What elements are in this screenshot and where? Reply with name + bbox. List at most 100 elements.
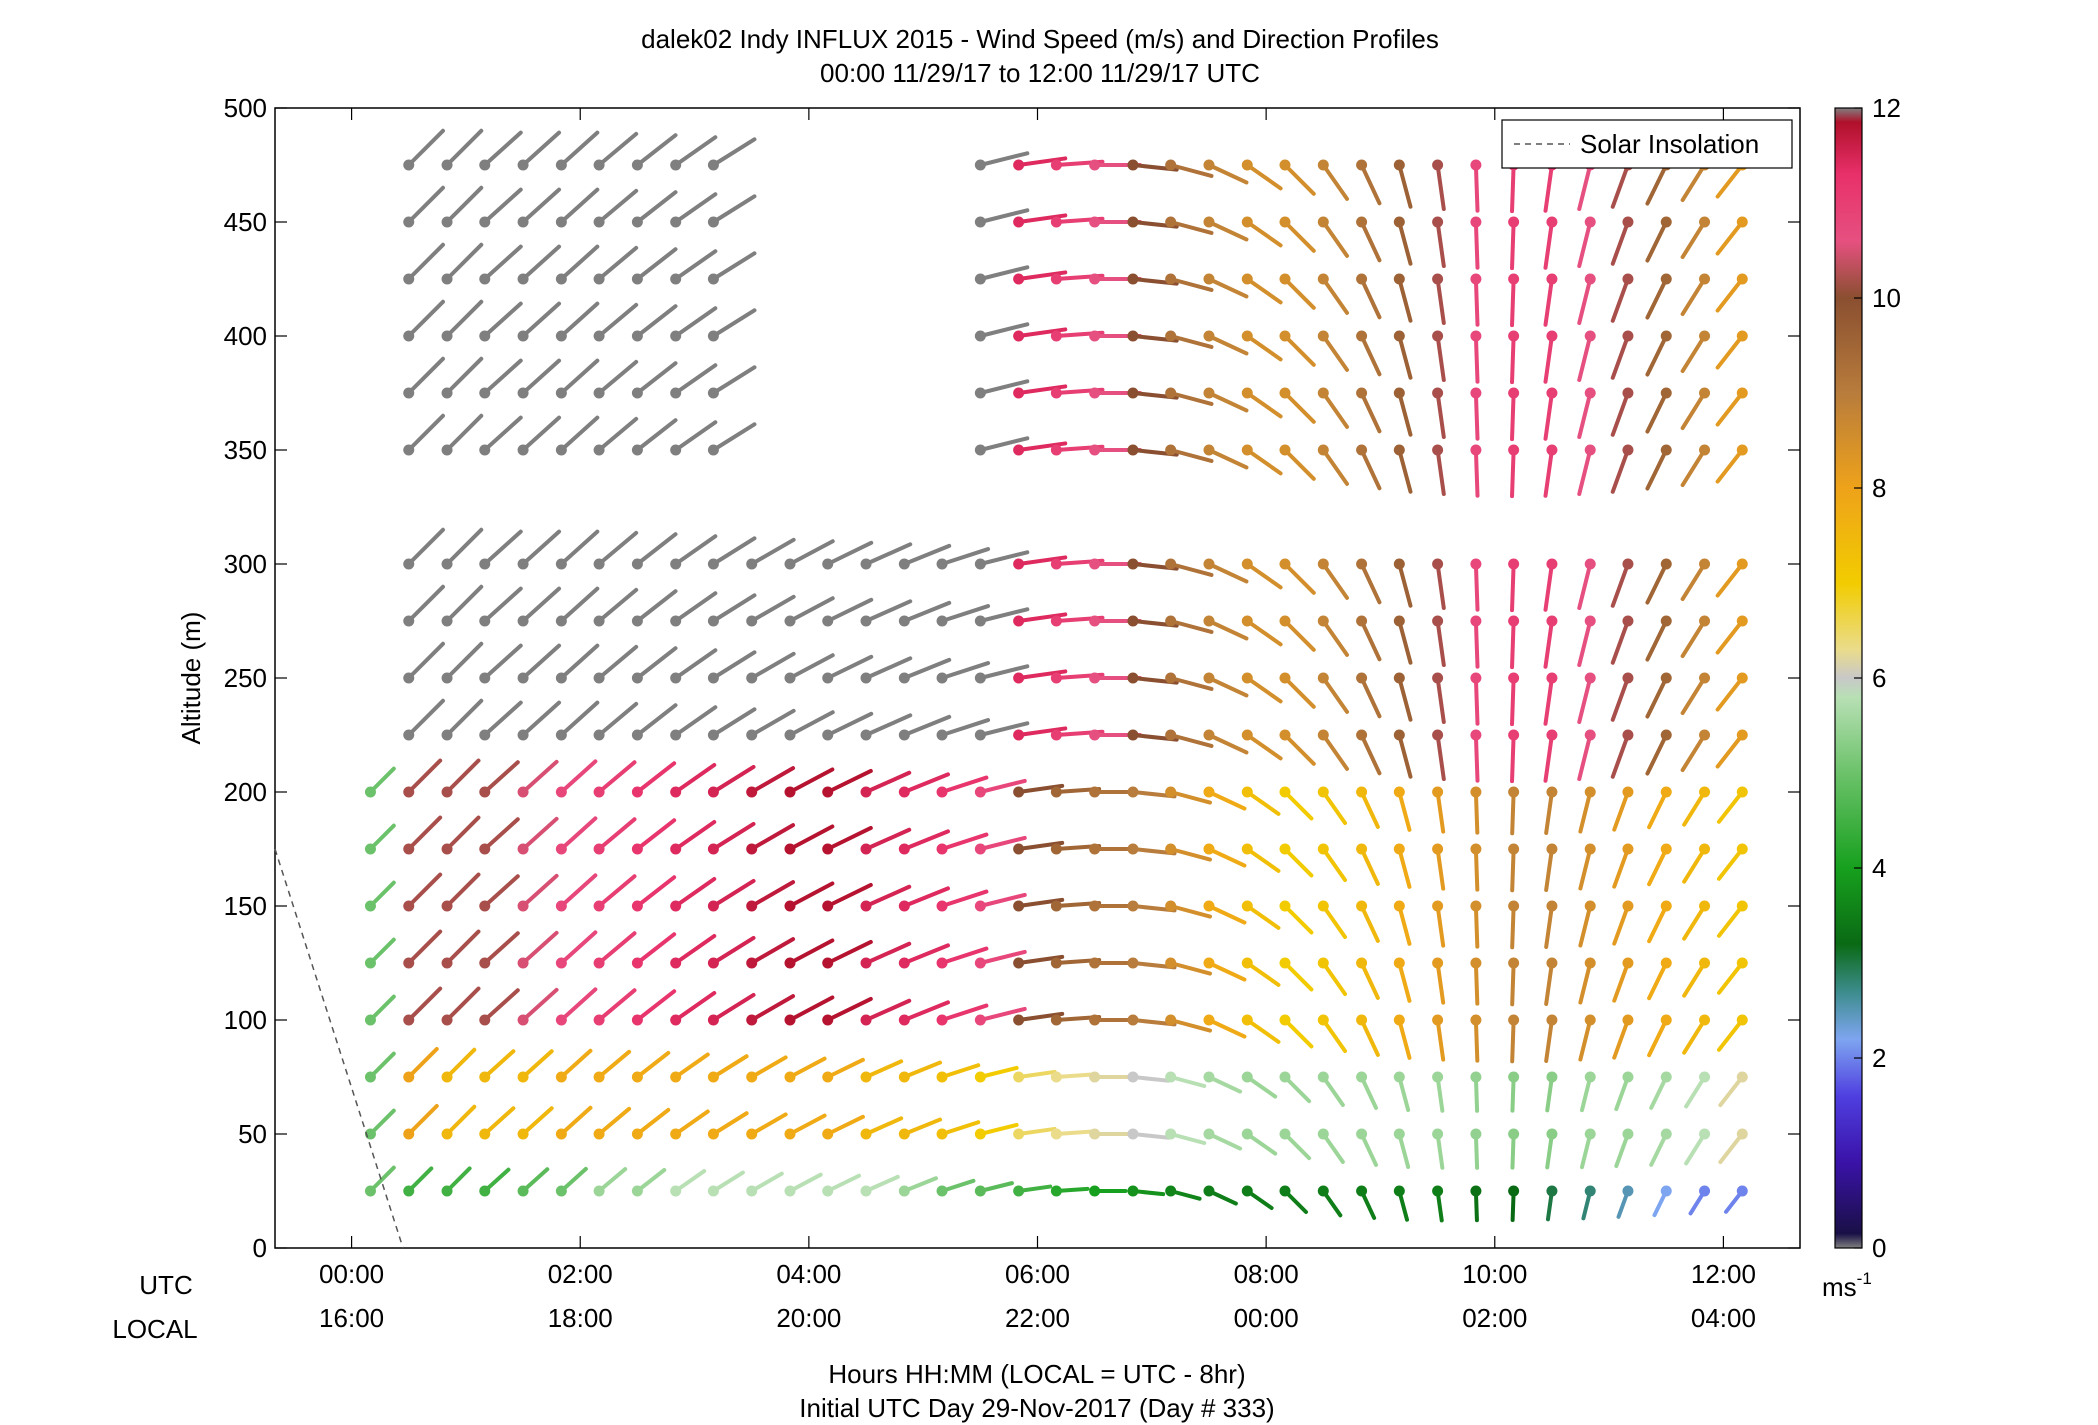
wind-barb-dot [1203, 957, 1215, 969]
wind-barb-dot [822, 558, 834, 570]
wind-barb-dot [1508, 786, 1520, 798]
wind-barb-dot [1584, 615, 1596, 627]
wind-barb-dot [1317, 1071, 1329, 1083]
wind-barb-dot [1279, 444, 1291, 456]
wind-barb-dot [784, 615, 796, 627]
wind-barb-stem [1435, 790, 1446, 834]
wind-barb-stem [521, 1106, 554, 1136]
wind-barb-stem [825, 939, 873, 965]
wind-barb-dot [822, 729, 834, 741]
wind-barb-stem [673, 363, 718, 395]
wind-barb-dot [1432, 843, 1444, 855]
wind-barb-dot [1127, 843, 1139, 855]
wind-barb-stem [1647, 1018, 1669, 1058]
wind-barb-stem [597, 302, 639, 338]
wind-barb-stem [521, 415, 562, 452]
wind-barb-dot [1165, 330, 1177, 342]
y-axis-label: Altitude (m) [176, 612, 206, 745]
wind-barb-dot [670, 900, 682, 912]
wind-barb-stem [940, 832, 989, 851]
y-tick-label: 250 [224, 663, 267, 693]
wind-barb-stem [368, 937, 396, 965]
wind-barb-stem [1715, 334, 1745, 370]
wind-barb-stem [1206, 733, 1249, 755]
wind-barb-dot [631, 843, 643, 855]
wind-barb-dot [1699, 273, 1711, 285]
wind-barb-dot [670, 159, 682, 171]
wind-barb-dot [555, 786, 567, 798]
wind-barb-dot [1203, 1014, 1215, 1026]
wind-barb-stem [902, 543, 952, 566]
wind-barb-stem [1206, 790, 1247, 811]
wind-barb-stem [1245, 904, 1281, 930]
wind-barb-dot [631, 1128, 643, 1140]
wind-barb-dot [822, 672, 834, 684]
wind-barb-dot [517, 273, 529, 285]
wind-barb-stem [902, 829, 950, 851]
wind-barb-dot [1622, 786, 1634, 798]
wind-barb-dot [670, 786, 682, 798]
wind-barb-dot [1317, 387, 1329, 399]
wind-barb-stem [635, 190, 678, 224]
wind-barb-dot [364, 786, 376, 798]
wind-barb-stem [1577, 334, 1593, 382]
wind-barb-stem [1610, 619, 1630, 665]
wind-barb-stem [635, 646, 678, 680]
wind-barb-dot [1393, 216, 1405, 228]
wind-barb-stem [825, 996, 873, 1022]
wind-barb-stem [902, 600, 952, 623]
wind-barb-dot [822, 1185, 834, 1197]
wind-barb-dot [860, 558, 872, 570]
wind-barb-stem [673, 1109, 710, 1136]
wind-barb-dot [593, 1128, 605, 1140]
wind-barb-dot [974, 1128, 986, 1140]
wind-barb-stem [1359, 619, 1382, 662]
wind-barb-stem [1168, 1018, 1212, 1033]
wind-barb-dot [1241, 273, 1253, 285]
wind-barb-dot [1050, 672, 1062, 684]
wind-barb-stem [1645, 334, 1669, 377]
wind-barb-dot [1089, 1185, 1101, 1197]
wind-barb-dot [1584, 843, 1596, 855]
wind-barb-dot [1127, 900, 1139, 912]
wind-barb-dot [479, 1128, 491, 1140]
wind-barb-dot [1660, 1128, 1672, 1140]
wind-barb-stem [1206, 562, 1249, 584]
wind-barb-dot [1279, 843, 1291, 855]
wind-barb-stem [368, 880, 396, 908]
wind-barb-stem [1321, 220, 1350, 258]
wind-barb-dot [479, 387, 491, 399]
wind-barb-stem [1435, 619, 1446, 668]
wind-barb-dot [1508, 729, 1520, 741]
wind-barb-dot [898, 900, 910, 912]
chart-title: dalek02 Indy INFLUX 2015 - Wind Speed (m… [641, 24, 1439, 54]
wind-barb-stem [1359, 163, 1382, 206]
wind-barb-dot [1432, 1071, 1444, 1083]
wind-barb-dot [1622, 615, 1634, 627]
wind-barb-stem [1647, 904, 1669, 944]
wind-barb-stem [1206, 163, 1249, 185]
chart-subtitle: 00:00 11/29/17 to 12:00 11/29/17 UTC [820, 58, 1260, 88]
wind-barb-dot [1356, 1128, 1368, 1140]
wind-barb-dot [1584, 330, 1596, 342]
wind-barb-dot [1089, 672, 1101, 684]
wind-barb-dot [403, 957, 415, 969]
wind-barb-dot [1127, 216, 1139, 228]
wind-barb-stem [1016, 726, 1068, 737]
y-tick-label: 100 [224, 1005, 267, 1035]
wind-barb-stem [1473, 847, 1480, 892]
y-tick-label: 0 [253, 1233, 267, 1263]
wind-barb-dot [1127, 159, 1139, 171]
wind-barb-stem [978, 208, 1030, 224]
wind-barb-stem [482, 760, 520, 794]
wind-barb-dot [1203, 1071, 1215, 1083]
wind-barb-dot [1508, 843, 1520, 855]
colorbar-tick-label: 0 [1872, 1233, 1886, 1263]
wind-barb-stem [1543, 391, 1554, 441]
y-axis-ticks: 0 50 100 150 200 250 300 350 400 450 500 [224, 93, 1800, 1263]
wind-barb-dot [1699, 330, 1711, 342]
wind-barb-stem [521, 1049, 554, 1079]
wind-barb-dot [1089, 1071, 1101, 1083]
wind-barb-stem [1645, 391, 1669, 434]
